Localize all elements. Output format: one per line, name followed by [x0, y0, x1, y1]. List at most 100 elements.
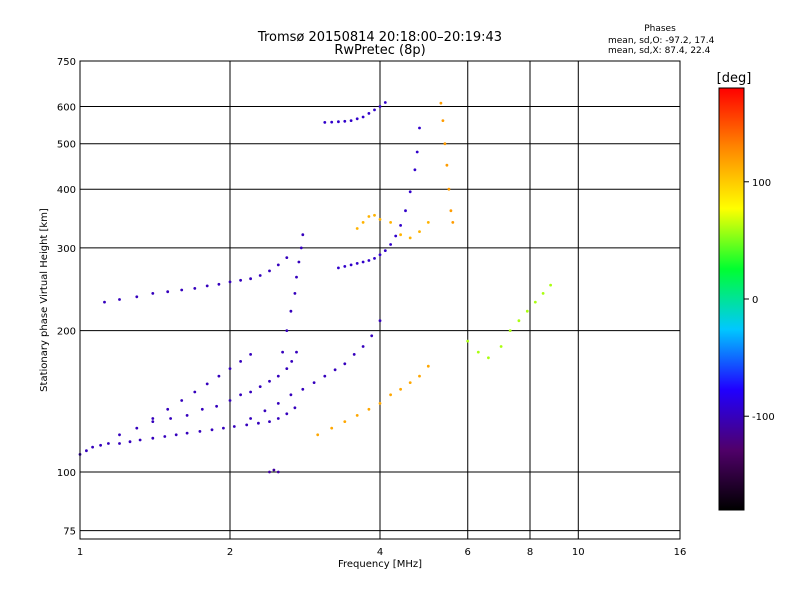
data-point: [205, 284, 209, 288]
data-point: [408, 190, 412, 194]
data-point: [343, 265, 347, 268]
data-point: [180, 399, 184, 402]
stats-heading: Phases: [644, 24, 676, 34]
data-point: [508, 329, 512, 332]
colorbar: [deg] 100 0 -100: [717, 71, 775, 511]
data-point: [135, 426, 139, 430]
data-point: [361, 260, 365, 264]
data-point: [293, 406, 297, 410]
data-point: [228, 367, 232, 370]
data-point: [232, 425, 236, 428]
data-point: [185, 431, 189, 435]
data-point: [128, 440, 132, 444]
data-point: [361, 221, 365, 224]
data-point: [257, 421, 260, 425]
data-point: [378, 253, 382, 257]
data-point: [449, 209, 453, 213]
data-point: [533, 300, 537, 304]
data-point: [295, 275, 298, 279]
data-point: [276, 470, 280, 474]
data-point: [517, 319, 521, 323]
data-point: [174, 433, 178, 437]
data-point: [355, 117, 359, 121]
data-point: [337, 120, 340, 124]
data-point: [373, 257, 376, 260]
data-point: [426, 221, 430, 224]
data-point: [389, 393, 392, 397]
colorbar-tick-label: -100: [752, 412, 775, 423]
data-point: [451, 221, 455, 224]
data-point: [163, 435, 167, 438]
data-point: [289, 393, 293, 397]
colorbar-gradient: [718, 87, 745, 511]
data-point: [373, 108, 376, 112]
data-point: [151, 436, 155, 440]
data-point: [330, 426, 334, 430]
data-point: [258, 274, 262, 277]
y-axis-ticks: 75 100 200 300 400 500 600 750: [57, 57, 76, 538]
data-point: [373, 213, 376, 217]
data-point: [378, 319, 382, 323]
y-tick-label: 300: [57, 244, 76, 255]
data-point: [301, 233, 305, 237]
data-point: [239, 278, 243, 282]
stats-line-x: mean, sd,X: 87.4, 22.4: [608, 46, 711, 56]
data-point: [355, 414, 359, 417]
data-point: [198, 430, 202, 433]
data-point: [337, 266, 340, 270]
colorbar-label: [deg]: [717, 71, 752, 86]
colorbar-tick-label: 0: [752, 295, 758, 306]
data-point: [426, 364, 430, 368]
colorbar-tick-label: 100: [752, 178, 771, 189]
y-tick-label: 100: [57, 468, 76, 479]
data-point: [268, 420, 271, 423]
data-point: [361, 345, 365, 348]
data-point: [118, 442, 121, 445]
data-point: [418, 230, 421, 234]
data-point: [343, 119, 347, 123]
data-point: [272, 468, 276, 472]
data-point: [404, 209, 407, 213]
x-tick-label: 8: [527, 547, 533, 558]
data-point: [299, 246, 303, 250]
data-point: [276, 374, 280, 378]
data-point: [361, 115, 365, 119]
data-point: [499, 345, 503, 348]
x-tick-label: 2: [227, 547, 233, 558]
data-point: [258, 385, 262, 388]
x-tick-label: 10: [572, 547, 585, 558]
data-point: [276, 263, 280, 267]
data-point: [228, 280, 232, 284]
data-point: [285, 329, 289, 332]
data-point: [418, 374, 421, 378]
x-tick-label: 4: [377, 547, 383, 558]
data-point: [289, 309, 293, 313]
chart-subtitle: RwPretec (8p): [334, 43, 425, 58]
data-point: [107, 442, 110, 445]
data-point: [285, 412, 289, 416]
data-point: [249, 390, 253, 394]
data-point: [268, 269, 271, 273]
data-point: [378, 218, 382, 221]
data-point: [343, 362, 347, 366]
y-tick-label: 500: [57, 140, 76, 151]
data-point: [151, 292, 155, 295]
data-point: [445, 163, 449, 167]
data-point: [330, 120, 334, 124]
chart-title: Tromsø 20150814 20:18:00–20:19:43: [257, 30, 502, 45]
data-point: [166, 290, 170, 294]
data-point: [239, 360, 243, 363]
data-point: [443, 142, 447, 146]
data-point: [301, 387, 305, 391]
stats-line-o: mean, sd,O: -97.2, 17.4: [608, 36, 715, 46]
data-point: [378, 402, 382, 405]
data-point: [399, 387, 402, 391]
data-point: [285, 256, 289, 259]
data-points: [78, 101, 552, 474]
data-point: [441, 119, 445, 122]
data-point: [193, 287, 197, 290]
data-point: [447, 187, 451, 191]
data-point: [276, 402, 280, 405]
y-tick-label: 75: [63, 527, 76, 538]
